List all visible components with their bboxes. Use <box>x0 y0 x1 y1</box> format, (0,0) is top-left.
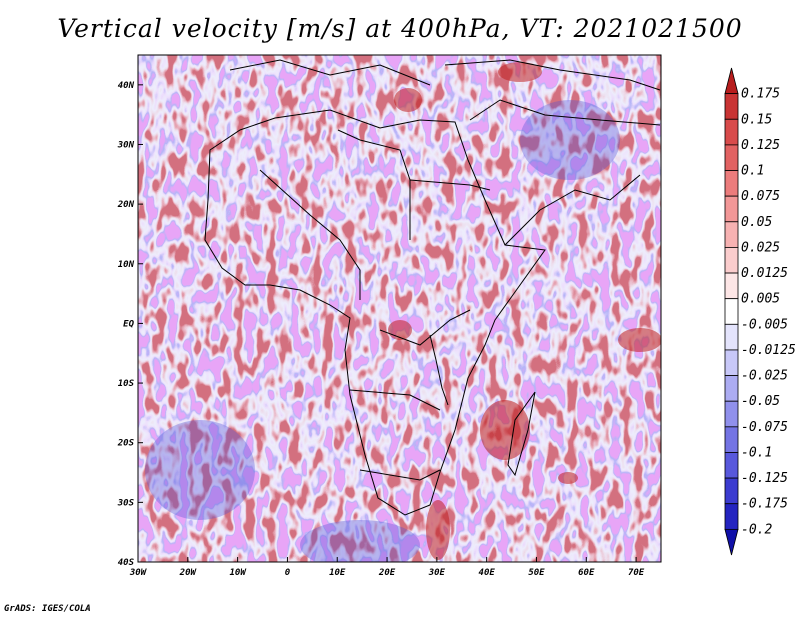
colorbar-label: -0.025 <box>741 369 788 384</box>
lon-tick-label: 70E <box>628 568 645 578</box>
lon-tick-label: 30W <box>129 568 148 578</box>
colorbar-label: 0.175 <box>741 87 780 102</box>
lon-tick-label: 20E <box>378 568 396 578</box>
colorbar-label: 0.05 <box>741 215 772 230</box>
colorbar-label: -0.1 <box>741 445 772 460</box>
lon-tick-label: 40E <box>479 568 496 578</box>
lon-tick-label: 20W <box>179 568 198 578</box>
map-frame <box>137 54 662 563</box>
colorbar-swatch <box>724 323 739 351</box>
lat-tick-label: 40N <box>118 81 135 91</box>
latitude-axis: 40N 30N 20N 10N EQ 10S 20S 30S 40S <box>117 81 143 568</box>
colorbar-swatch <box>724 67 739 95</box>
chart-title: Vertical velocity [m/s] at 400hPa, VT: 2… <box>57 14 743 43</box>
grads-credit: GrADS: IGES/COLA <box>4 604 91 614</box>
lon-tick-label: 10E <box>329 568 346 578</box>
colorbar-label: 0.0125 <box>741 266 788 281</box>
colorbar-swatch <box>724 400 739 428</box>
colorbar-swatch <box>724 195 739 223</box>
lon-tick-label: 50E <box>528 568 545 578</box>
coastline-and-borders <box>204 59 661 516</box>
lon-tick-label: 30E <box>428 568 446 578</box>
colorbar-swatch <box>724 426 739 453</box>
colorbar-swatch <box>724 144 739 171</box>
colorbar-swatch <box>724 118 739 146</box>
colorbar-swatch <box>724 503 739 530</box>
colorbar-label: 0.005 <box>741 292 780 307</box>
lat-tick-label: 30N <box>117 140 135 150</box>
colorbar-swatch <box>724 528 739 556</box>
colorbar-swatch <box>724 247 739 274</box>
lat-tick-label: 40S <box>118 558 135 568</box>
colorbar-label: 0.15 <box>741 112 772 127</box>
velocity-field <box>138 55 661 562</box>
colorbar-swatch <box>724 477 739 505</box>
longitude-axis: 30W 20W 10W 0 10E 20E 30E 40E 50E 60E 70E <box>129 557 645 578</box>
colorbar-swatch <box>724 349 739 376</box>
lat-tick-label: 20N <box>117 200 135 210</box>
colorbar-label: 0.1 <box>741 164 764 179</box>
colorbar-label: 0.125 <box>741 138 780 153</box>
lat-tick-label: 30S <box>117 498 135 508</box>
colorbar-label: -0.125 <box>741 471 788 486</box>
colorbar-swatch <box>724 93 739 120</box>
colorbar-label: 0.025 <box>741 240 780 255</box>
subsidence-region <box>145 100 620 562</box>
lon-tick-label: 0 <box>285 568 291 578</box>
colorbar-swatch <box>724 170 739 197</box>
colorbar-swatch <box>724 452 739 479</box>
colorbar-label: -0.005 <box>741 317 788 332</box>
colorbar-label: -0.175 <box>741 497 788 512</box>
colorbar-label: -0.075 <box>741 420 788 435</box>
colorbar-label: -0.2 <box>741 522 772 537</box>
colorbar-swatch <box>724 221 739 248</box>
colorbar: 0.175 0.15 0.125 0.1 0.075 0.05 0.025 0.0125 0.0… <box>724 67 796 556</box>
colorbar-swatch <box>724 375 739 402</box>
lat-tick-label: 10S <box>118 379 135 389</box>
colorbar-label: -0.05 <box>741 394 780 409</box>
colorbar-swatch <box>724 272 739 300</box>
lon-tick-label: 60E <box>578 568 595 578</box>
colorbar-label: -0.0125 <box>741 343 796 358</box>
lat-tick-label: 20S <box>117 439 135 449</box>
lon-tick-label: 10W <box>229 568 247 578</box>
lat-tick-label: 10N <box>118 260 135 270</box>
colorbar-label: 0.075 <box>741 189 780 204</box>
lat-tick-label: EQ <box>123 319 134 329</box>
colorbar-swatch <box>724 298 739 325</box>
